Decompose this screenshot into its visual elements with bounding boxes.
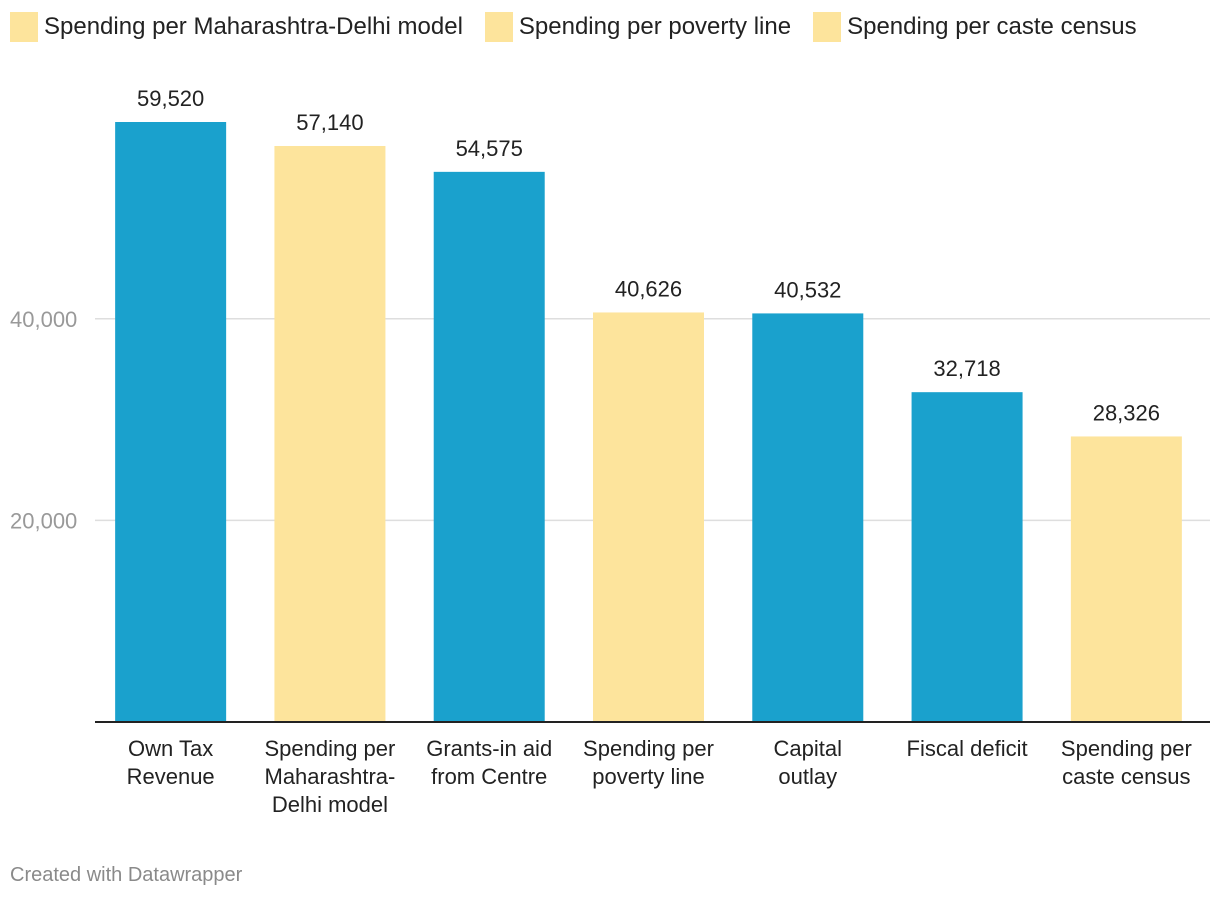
bar <box>433 171 545 723</box>
y-tick-label: 40,000 <box>10 307 77 332</box>
legend-label: Spending per caste census <box>847 13 1137 40</box>
bar <box>593 312 704 722</box>
x-category-label: Spending per <box>583 736 714 761</box>
bar <box>752 313 864 722</box>
x-category-label: Maharashtra- <box>265 764 396 789</box>
legend-swatch <box>813 12 842 42</box>
x-category-label: Revenue <box>127 764 215 789</box>
x-category-label: Spending per <box>1061 736 1192 761</box>
bar <box>911 392 1023 722</box>
x-category-label: from Centre <box>431 764 547 789</box>
legend-item: Spending per caste census <box>813 12 1137 42</box>
x-category-label: outlay <box>778 764 837 789</box>
bar-value-label: 57,140 <box>296 110 363 135</box>
x-category-label: Grants-in aid <box>426 736 552 761</box>
bar-value-label: 40,532 <box>774 277 841 302</box>
footer-credit: Created with Datawrapper <box>10 864 243 886</box>
x-category-label: Spending per <box>264 736 395 761</box>
legend-swatch <box>10 12 38 42</box>
bar-value-label: 28,326 <box>1093 400 1160 425</box>
bar <box>115 122 227 722</box>
bar-value-label: 32,718 <box>933 356 1000 381</box>
legend-label: Spending per poverty line <box>518 13 792 40</box>
legend: Spending per Maharashtra-Delhi model Spen… <box>10 12 1159 42</box>
legend-item: Spending per Maharashtra-Delhi model <box>10 12 463 42</box>
bar-value-label: 40,626 <box>615 276 682 301</box>
legend-swatch <box>484 12 513 42</box>
bar <box>1070 436 1182 722</box>
y-tick-label: 20,000 <box>10 508 77 533</box>
x-category-label: caste census <box>1062 764 1190 789</box>
legend-label: Spending per Maharashtra-Delhi model <box>44 13 463 40</box>
bar-value-label: 54,575 <box>456 136 523 161</box>
x-category-label: Fiscal deficit <box>907 736 1028 761</box>
x-category-label: Own Tax <box>128 736 213 761</box>
x-category-label: Capital <box>774 736 842 761</box>
x-category-label: Delhi model <box>272 792 388 817</box>
legend-item: Spending per poverty line <box>484 12 792 42</box>
bar-value-label: 59,520 <box>137 86 204 111</box>
x-category-label: poverty line <box>592 764 705 789</box>
bar <box>274 145 386 722</box>
